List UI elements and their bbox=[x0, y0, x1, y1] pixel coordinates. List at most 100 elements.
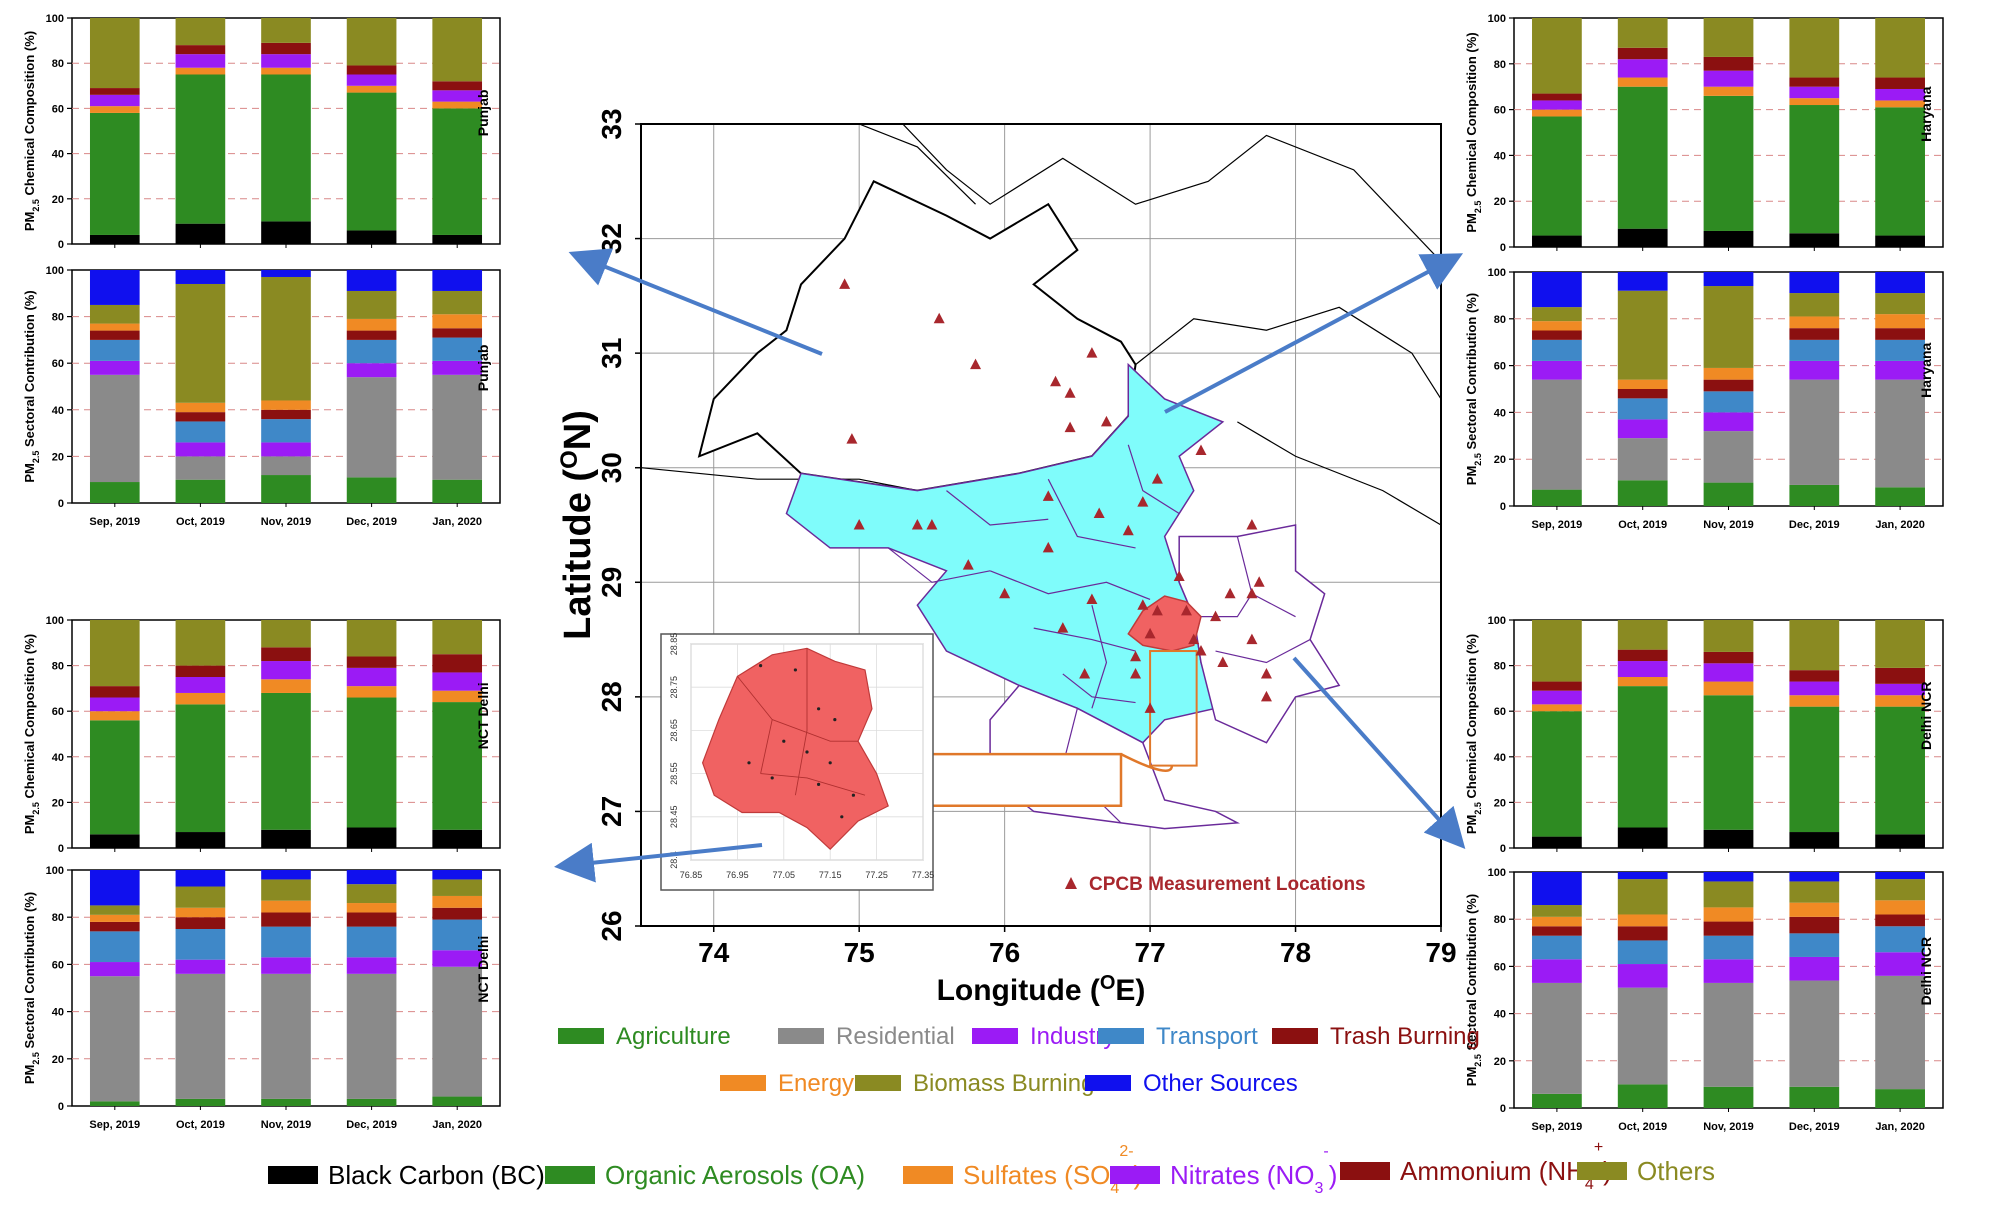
y-tick-label: 100 bbox=[1488, 867, 1506, 879]
bar-segment-ammonium bbox=[1532, 681, 1582, 691]
bar-segment-other_sources bbox=[432, 270, 483, 291]
bar-segment-energy bbox=[346, 318, 397, 331]
bar-segment-agriculture bbox=[1532, 1093, 1582, 1108]
bar-segment-bc bbox=[261, 829, 311, 848]
bar-segment-ammonium bbox=[1789, 77, 1840, 87]
bar-segment-sulfates bbox=[89, 106, 140, 113]
region-label: NCT Delhi bbox=[475, 936, 491, 1003]
y-tick-label: 60 bbox=[1494, 105, 1506, 117]
y-axis-label-main: PM bbox=[22, 463, 37, 483]
panel-haryana-chemical: 0 20 40 60 80 100 Haryana PM2.5 Chemical Compos… bbox=[1464, 13, 1944, 254]
x-tick-label: Oct, 2019 bbox=[176, 1119, 225, 1131]
y-tick-label: 80 bbox=[52, 58, 64, 70]
y-tick-label: 40 bbox=[1494, 150, 1506, 162]
station-marker bbox=[933, 312, 945, 324]
connector-arrow bbox=[554, 842, 763, 883]
bar-segment-trash bbox=[1875, 328, 1925, 340]
legend-label-other_sources: Other Sources bbox=[1143, 1070, 1298, 1097]
bar-segment-ammonium bbox=[1532, 93, 1582, 101]
bar-segment-oa bbox=[432, 108, 483, 235]
y-tick-label: 100 bbox=[1488, 13, 1506, 25]
y-axis-label-subscript: 2.5 bbox=[31, 199, 41, 212]
bar-segment-bc bbox=[261, 221, 311, 244]
map-panel: 74 75 76 77 78 79 26 27 28 29 30 31 32 33 CPCB Measure… bbox=[556, 108, 1457, 1007]
bar-segment-industry bbox=[346, 363, 397, 378]
bar-segment-bc bbox=[1875, 834, 1925, 848]
bar-segment-others bbox=[89, 18, 140, 89]
bar-segment-energy bbox=[261, 400, 311, 410]
bar-segment-transport bbox=[175, 929, 226, 960]
bar-segment-energy bbox=[1532, 321, 1582, 331]
bar-segment-trash bbox=[1703, 379, 1754, 392]
bar-segment-transport bbox=[1789, 933, 1840, 957]
station-marker bbox=[1064, 387, 1076, 398]
bar-segment-bc bbox=[1789, 832, 1840, 848]
bar-segment-energy bbox=[432, 895, 483, 908]
bar-segment-transport bbox=[1532, 935, 1582, 960]
bar-segment-other_sources bbox=[89, 270, 140, 305]
bar-segment-energy bbox=[1703, 907, 1754, 922]
y-tick-label: 80 bbox=[52, 661, 64, 673]
bar-segment-biomass bbox=[346, 884, 397, 904]
bar-segment-ammonium bbox=[432, 654, 483, 673]
bar-segment-residential bbox=[1789, 980, 1840, 1087]
y-tick-label: 80 bbox=[1494, 914, 1506, 926]
bar-segment-residential bbox=[1875, 975, 1925, 1090]
legend-swatch-transport bbox=[1098, 1028, 1144, 1044]
bar-segment-industry bbox=[1617, 419, 1668, 439]
bar-segment-ammonium bbox=[89, 88, 140, 95]
y-tick-label: 40 bbox=[52, 752, 64, 764]
y-axis-label-subscript: 2.5 bbox=[1473, 201, 1483, 214]
bar-segment-nitrates bbox=[175, 54, 226, 68]
station-marker bbox=[1260, 690, 1272, 702]
bar-segment-residential bbox=[1617, 987, 1668, 1085]
bar-segment-agriculture bbox=[1617, 1084, 1668, 1108]
y-tick-label: 20 bbox=[1494, 797, 1506, 809]
bar-segment-energy bbox=[346, 903, 397, 913]
bar-segment-oa bbox=[1532, 711, 1582, 837]
bar-segment-transport bbox=[346, 339, 397, 364]
bar-segment-ammonium bbox=[1875, 667, 1925, 684]
x-tick-label: Sep, 2019 bbox=[89, 516, 140, 528]
bar-segment-residential bbox=[346, 377, 397, 478]
bar-segment-residential bbox=[432, 374, 483, 480]
bar-segment-other_sources bbox=[1703, 872, 1754, 882]
y-tick-label: 100 bbox=[1488, 615, 1506, 627]
bar-segment-energy bbox=[89, 323, 140, 331]
station-marker bbox=[1210, 610, 1222, 622]
bar-segment-biomass bbox=[1532, 905, 1582, 917]
bar-segment-nitrates bbox=[261, 54, 311, 68]
bar-segment-industry bbox=[261, 957, 311, 974]
bar-segment-nitrates bbox=[89, 697, 140, 712]
station-marker bbox=[1260, 667, 1272, 679]
bar-segment-agriculture bbox=[1703, 1086, 1754, 1108]
bar-segment-trash bbox=[1617, 389, 1668, 399]
y-axis-label-subscript: 2.5 bbox=[1473, 1054, 1483, 1067]
district-boundary bbox=[946, 490, 1049, 526]
inset-y-tick-label: 28.4 bbox=[669, 851, 679, 869]
bar-segment-nitrates bbox=[89, 94, 140, 107]
bar-segment-other_sources bbox=[261, 870, 311, 880]
bar-segment-energy bbox=[1789, 902, 1840, 917]
x-tick-label: Oct, 2019 bbox=[1618, 519, 1667, 531]
bar-segment-agriculture bbox=[1617, 480, 1668, 506]
bar-segment-residential bbox=[175, 456, 226, 480]
bar-segment-residential bbox=[1703, 431, 1754, 483]
connector-arrow bbox=[568, 248, 823, 356]
bar-segment-industry bbox=[89, 360, 140, 375]
map-y-tick-label: 26 bbox=[596, 910, 627, 941]
bar-segment-sulfates bbox=[1617, 77, 1668, 87]
bar-segment-residential bbox=[1617, 438, 1668, 481]
station-marker bbox=[926, 519, 938, 530]
bar-segment-ammonium bbox=[1703, 56, 1754, 71]
inset-district-boundary bbox=[772, 719, 859, 742]
map-x-tick-label: 78 bbox=[1280, 937, 1311, 968]
station-marker bbox=[1130, 667, 1142, 679]
bar-segment-other_sources bbox=[432, 870, 483, 880]
station-marker bbox=[1137, 599, 1149, 610]
bar-segment-oa bbox=[432, 702, 483, 830]
bar-segment-others bbox=[1789, 18, 1840, 78]
bar-segment-other_sources bbox=[1532, 272, 1582, 308]
border-line bbox=[1135, 306, 1442, 400]
